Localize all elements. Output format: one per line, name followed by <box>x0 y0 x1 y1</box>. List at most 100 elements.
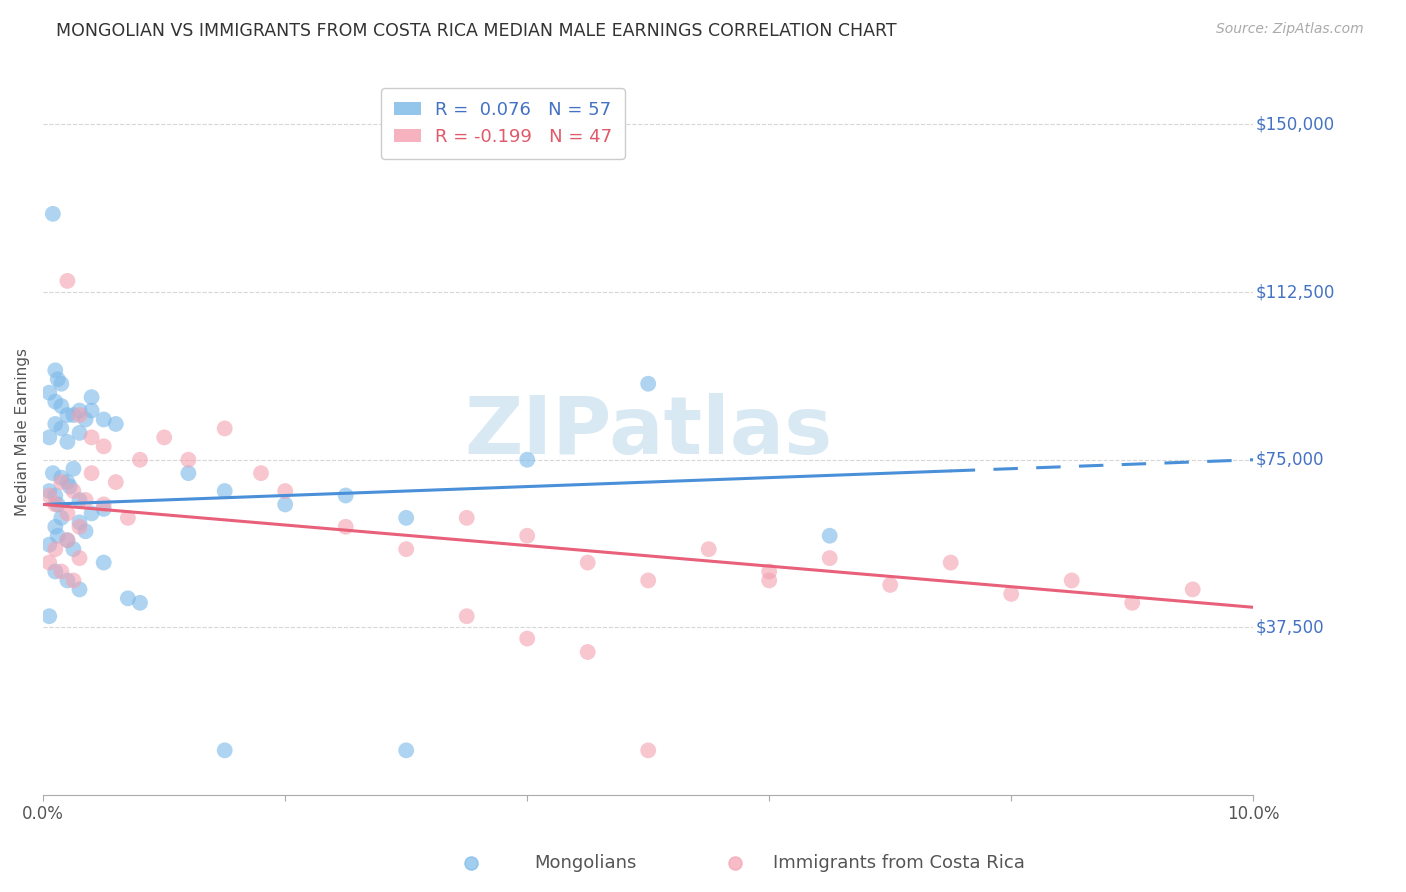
Point <box>38 538 60 552</box>
Point <box>51 511 73 525</box>
Point <box>1060 574 1083 588</box>
Text: MONGOLIAN VS IMMIGRANTS FROM COSTA RICA MEDIAN MALE EARNINGS CORRELATION CHART: MONGOLIAN VS IMMIGRANTS FROM COSTA RICA … <box>56 22 897 40</box>
Point <box>93 502 115 516</box>
Point <box>129 452 152 467</box>
Point <box>51 470 73 484</box>
Text: $150,000: $150,000 <box>1256 115 1334 134</box>
Point <box>637 743 659 757</box>
Point <box>42 207 65 221</box>
Point <box>62 574 84 588</box>
Point <box>56 533 79 548</box>
Point <box>62 483 84 498</box>
Point <box>56 274 79 288</box>
Point <box>51 475 73 489</box>
Point <box>576 645 599 659</box>
Point <box>177 452 200 467</box>
Text: Mongolians: Mongolians <box>534 855 637 872</box>
Point <box>38 488 60 502</box>
Text: Source: ZipAtlas.com: Source: ZipAtlas.com <box>1216 22 1364 37</box>
Point <box>59 479 82 493</box>
Point <box>56 408 79 422</box>
Point <box>93 439 115 453</box>
Point <box>62 542 84 557</box>
Point <box>153 430 176 444</box>
Point <box>44 565 66 579</box>
Point <box>274 498 297 512</box>
Point <box>818 529 841 543</box>
Point <box>44 488 66 502</box>
Point <box>129 596 152 610</box>
Point <box>69 403 91 417</box>
Point <box>44 363 66 377</box>
Point <box>637 376 659 391</box>
Point <box>44 417 66 431</box>
Point <box>69 493 91 508</box>
Point <box>818 551 841 566</box>
Text: $37,500: $37,500 <box>1256 618 1324 636</box>
Point <box>104 417 127 431</box>
Point <box>214 743 236 757</box>
Point <box>69 582 91 597</box>
Point <box>456 511 478 525</box>
Point <box>51 565 73 579</box>
Legend: R =  0.076   N = 57, R = -0.199   N = 47: R = 0.076 N = 57, R = -0.199 N = 47 <box>381 88 624 159</box>
Point <box>93 556 115 570</box>
Point <box>62 408 84 422</box>
Point <box>69 551 91 566</box>
Point <box>80 390 103 404</box>
Point <box>274 483 297 498</box>
Point <box>117 511 139 525</box>
Y-axis label: Median Male Earnings: Median Male Earnings <box>15 348 30 516</box>
Point <box>1000 587 1022 601</box>
Point <box>335 488 357 502</box>
Point <box>44 498 66 512</box>
Text: ZIPatlas: ZIPatlas <box>464 392 832 471</box>
Point <box>38 430 60 444</box>
Point <box>1181 582 1204 597</box>
Point <box>93 412 115 426</box>
Point <box>1121 596 1143 610</box>
Point <box>51 376 73 391</box>
Point <box>576 556 599 570</box>
Point <box>51 399 73 413</box>
Point <box>250 466 273 480</box>
Text: $112,500: $112,500 <box>1256 283 1336 301</box>
Point <box>395 511 418 525</box>
Point <box>516 632 538 646</box>
Point <box>93 498 115 512</box>
Point <box>637 574 659 588</box>
Point <box>56 475 79 489</box>
Point <box>75 412 97 426</box>
Point <box>46 498 69 512</box>
Point <box>80 430 103 444</box>
Point <box>44 520 66 534</box>
Point <box>516 452 538 467</box>
Point <box>56 434 79 449</box>
Point <box>214 483 236 498</box>
Point <box>42 466 65 480</box>
Point <box>46 372 69 386</box>
Point <box>75 524 97 539</box>
Point <box>38 556 60 570</box>
Point <box>44 542 66 557</box>
Point <box>456 609 478 624</box>
Point <box>879 578 901 592</box>
Point <box>80 403 103 417</box>
Point <box>395 542 418 557</box>
Point <box>69 516 91 530</box>
Point <box>38 483 60 498</box>
Point <box>117 591 139 606</box>
Point <box>56 533 79 548</box>
Point <box>69 425 91 440</box>
Point <box>395 743 418 757</box>
Point <box>758 565 780 579</box>
Point <box>38 609 60 624</box>
Point <box>75 493 97 508</box>
Point <box>214 421 236 435</box>
Text: Immigrants from Costa Rica: Immigrants from Costa Rica <box>773 855 1025 872</box>
Point <box>939 556 962 570</box>
Point <box>46 529 69 543</box>
Point <box>335 520 357 534</box>
Point <box>80 466 103 480</box>
Text: $75,000: $75,000 <box>1256 450 1324 468</box>
